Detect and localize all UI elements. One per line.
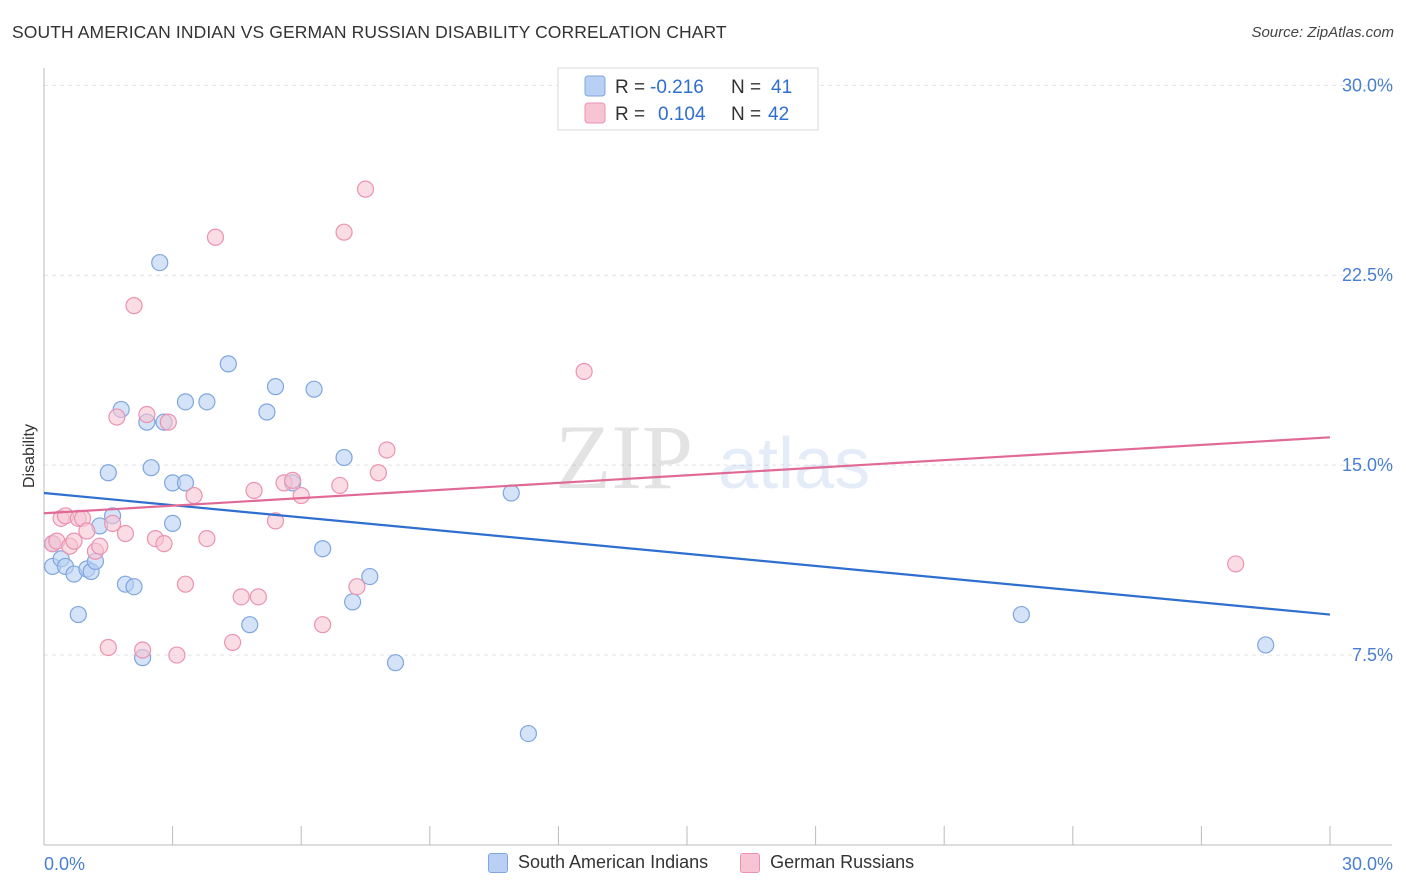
point-german-russians-42[interactable]	[1227, 555, 1245, 573]
x-tick-label-1: 30.0%	[1342, 854, 1393, 874]
gridlines	[44, 84, 1392, 656]
point-south-american-indians-22[interactable]	[176, 474, 195, 492]
point-german-russians-33[interactable]	[292, 486, 310, 505]
point-south-american-indians-34[interactable]	[361, 567, 379, 586]
point-german-russians-19[interactable]	[155, 535, 173, 553]
legend-n-value-2: 42	[768, 104, 789, 125]
point-german-russians-15[interactable]	[125, 297, 143, 315]
axes	[43, 68, 1392, 846]
point-german-russians-35[interactable]	[331, 476, 349, 495]
legend-swatch-pink	[740, 852, 761, 873]
point-south-american-indians-24[interactable]	[198, 393, 216, 411]
point-german-russians-26[interactable]	[224, 633, 242, 652]
point-german-russians-16[interactable]	[133, 641, 152, 659]
point-south-american-indians-25[interactable]	[219, 355, 237, 373]
point-german-russians-10[interactable]	[91, 537, 109, 555]
point-south-american-indians-37[interactable]	[519, 724, 537, 743]
point-german-russians-11[interactable]	[99, 638, 117, 657]
y-axis-label: Disability	[21, 424, 38, 488]
point-german-russians-12[interactable]	[103, 514, 122, 533]
trend-line-german-russians	[43, 436, 1331, 515]
point-german-russians-38[interactable]	[356, 180, 375, 198]
watermark-atlas: atlas	[718, 424, 870, 504]
legend-r-label-1: R =	[615, 77, 645, 98]
point-south-american-indians-26[interactable]	[241, 616, 259, 634]
point-german-russians-25[interactable]	[206, 228, 225, 246]
point-south-american-indians-35[interactable]	[386, 654, 405, 672]
legend-label-south-american-indians: South American Indians	[518, 852, 709, 872]
legend-r-value-1: -0.216	[650, 77, 704, 98]
point-german-russians-28[interactable]	[245, 481, 263, 500]
point-german-russians-22[interactable]	[176, 575, 195, 593]
point-south-american-indians-18[interactable]	[151, 253, 169, 272]
trend-lines	[43, 436, 1331, 616]
point-german-russians-36[interactable]	[335, 223, 353, 241]
point-south-american-indians-28[interactable]	[266, 378, 285, 396]
point-german-russians-29[interactable]	[249, 588, 267, 606]
point-german-russians-37[interactable]	[348, 578, 366, 596]
point-south-american-indians-14[interactable]	[125, 578, 143, 596]
legend-n-label-2: N =	[731, 104, 761, 125]
point-south-american-indians-10[interactable]	[99, 464, 117, 482]
point-german-russians-24[interactable]	[198, 529, 216, 548]
point-german-russians-40[interactable]	[378, 441, 396, 459]
point-german-russians-34[interactable]	[314, 616, 332, 634]
legend-label-german-russians: German Russians	[770, 852, 915, 872]
point-german-russians-5[interactable]	[65, 532, 83, 550]
point-german-russians-21[interactable]	[168, 646, 186, 664]
point-south-american-indians-17[interactable]	[142, 459, 160, 477]
y-tick-label-3: 30.0%	[1342, 75, 1393, 95]
legend-swatch-blue	[488, 852, 508, 873]
point-south-american-indians-23[interactable]	[176, 393, 195, 411]
chart-source: Source: ZipAtlas.com	[1251, 24, 1394, 41]
legend-n-label-1: N =	[731, 77, 761, 98]
point-south-american-indians-30[interactable]	[305, 380, 323, 398]
legend-r-value-2: 0.104	[658, 104, 706, 125]
point-german-russians-39[interactable]	[369, 464, 387, 482]
point-south-american-indians-39[interactable]	[1257, 636, 1275, 654]
point-south-american-indians-38[interactable]	[1012, 605, 1030, 624]
y-tick-label-2: 22.5%	[1342, 265, 1393, 285]
trend-line-south-american-indians	[43, 491, 1331, 616]
legend-item-south-american-indians[interactable]: South American Indians	[488, 852, 708, 873]
legend-r-label-2: R =	[615, 104, 645, 125]
point-german-russians-14[interactable]	[116, 524, 135, 543]
legend-top: R = -0.216 N = 41 R = 0.104 N = 42	[557, 67, 819, 131]
watermark: ZIP atlas	[555, 406, 870, 508]
legend-n-value-1: 41	[771, 77, 792, 98]
point-german-russians-20[interactable]	[159, 413, 177, 431]
x-tick-label-0: 0.0%	[44, 854, 85, 874]
legend-bottom: South American Indians German Russians	[488, 852, 946, 873]
point-south-american-indians-27[interactable]	[258, 403, 276, 421]
legend-swatch-pink	[584, 102, 606, 124]
legend-swatch-blue	[584, 75, 606, 97]
point-south-american-indians-36[interactable]	[502, 484, 520, 502]
legend-item-german-russians[interactable]: German Russians	[740, 852, 914, 873]
chart-title: SOUTH AMERICAN INDIAN VS GERMAN RUSSIAN …	[12, 22, 727, 42]
point-south-american-indians-33[interactable]	[344, 593, 362, 611]
point-german-russians-23[interactable]	[185, 486, 203, 505]
point-german-russians-41[interactable]	[575, 362, 593, 381]
data-points	[43, 180, 1275, 743]
point-german-russians-13[interactable]	[108, 408, 126, 426]
point-german-russians-8[interactable]	[78, 522, 96, 540]
y-tick-label-0: 7.5%	[1352, 645, 1393, 665]
y-tick-label-1: 15.0%	[1342, 455, 1393, 475]
point-south-american-indians-21[interactable]	[164, 514, 182, 533]
watermark-zip: ZIP	[555, 406, 693, 508]
point-south-american-indians-31[interactable]	[314, 540, 332, 558]
tick-labels: 7.5% 15.0% 22.5% 30.0% 0.0% 30.0%	[44, 75, 1393, 874]
point-german-russians-30[interactable]	[266, 512, 285, 530]
point-south-american-indians-5[interactable]	[69, 605, 87, 624]
point-german-russians-32[interactable]	[284, 471, 302, 489]
point-south-american-indians-32[interactable]	[335, 448, 353, 467]
point-german-russians-27[interactable]	[232, 588, 250, 606]
point-german-russians-17[interactable]	[138, 405, 156, 424]
